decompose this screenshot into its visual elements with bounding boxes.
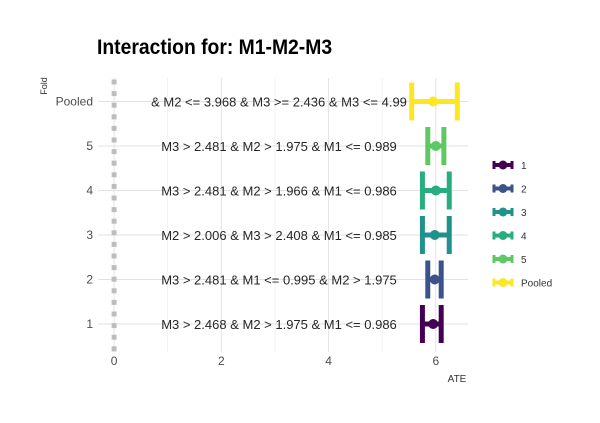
reference-line-dash bbox=[111, 91, 117, 97]
reference-line-dash bbox=[111, 253, 117, 259]
reference-line-dash bbox=[111, 149, 117, 155]
reference-line-dash bbox=[111, 102, 117, 108]
x-tick-label: 0 bbox=[111, 354, 118, 368]
reference-line-dash bbox=[111, 334, 117, 340]
legend-key-point bbox=[498, 160, 508, 170]
reference-line-dash bbox=[111, 172, 117, 178]
legend-key-point bbox=[498, 207, 508, 217]
legend-label: Pooled bbox=[521, 279, 552, 290]
rule-label: M3 > 2.468 & M2 > 1.975 & M1 <= 0.986 bbox=[161, 317, 397, 332]
legend-label: 1 bbox=[521, 161, 527, 172]
legend-key-point bbox=[498, 278, 508, 287]
y-tick-label: 3 bbox=[86, 228, 93, 242]
point-estimate bbox=[430, 141, 441, 151]
point-estimate bbox=[428, 319, 439, 329]
legend-label: 2 bbox=[521, 185, 527, 196]
x-tick-label: 4 bbox=[325, 354, 332, 368]
legend-key-point bbox=[498, 254, 508, 264]
reference-line-dash bbox=[111, 160, 117, 166]
point-estimate bbox=[430, 185, 441, 196]
reference-line-dash bbox=[111, 195, 117, 201]
reference-line-dash bbox=[111, 218, 117, 224]
legend-label: 5 bbox=[521, 255, 527, 266]
y-tick-label: Pooled bbox=[56, 95, 93, 109]
reference-line-dash bbox=[111, 207, 117, 213]
reference-line-dash bbox=[111, 125, 117, 131]
legend-key-point bbox=[498, 184, 508, 193]
legend-label: 4 bbox=[521, 232, 527, 243]
rule-label: M3 > 2.481 & M2 > 1.966 & M1 <= 0.986 bbox=[161, 184, 397, 199]
reference-line-dash bbox=[111, 137, 117, 143]
reference-line-dash bbox=[111, 311, 117, 317]
point-estimate bbox=[429, 230, 440, 240]
reference-line-dash bbox=[111, 276, 117, 282]
rule-label: M3 > 2.481 & M1 <= 0.995 & M2 > 1.975 bbox=[161, 273, 397, 288]
rule-label: M2 > 2.006 & M3 > 2.408 & M1 <= 0.985 bbox=[161, 228, 397, 243]
rule-label: & M2 <= 3.968 & M3 >= 2.436 & M3 <= 4.99 bbox=[151, 95, 407, 110]
y-tick-label: 1 bbox=[86, 317, 93, 331]
reference-line-dash bbox=[111, 114, 117, 120]
reference-line-dash bbox=[111, 288, 117, 294]
point-estimate bbox=[428, 96, 439, 107]
y-axis-label: Fold bbox=[39, 77, 49, 95]
reference-line-dash bbox=[111, 346, 117, 352]
legend-key-point bbox=[498, 231, 508, 240]
y-tick-label: 2 bbox=[86, 273, 93, 287]
reference-line-dash bbox=[111, 299, 117, 305]
y-tick-label: 4 bbox=[86, 184, 93, 198]
reference-line-dash bbox=[111, 79, 117, 85]
chart-title: Interaction for: M1-M2-M3 bbox=[97, 36, 333, 59]
legend-label: 3 bbox=[521, 208, 527, 219]
y-tick-label: 5 bbox=[86, 139, 93, 153]
reference-line-dash bbox=[111, 183, 117, 189]
x-axis-label: ATE bbox=[448, 374, 467, 385]
x-tick-label: 6 bbox=[432, 354, 439, 368]
x-tick-label: 2 bbox=[218, 354, 225, 368]
reference-line-dash bbox=[111, 241, 117, 247]
reference-line-dash bbox=[111, 230, 117, 236]
reference-line-dash bbox=[111, 265, 117, 271]
rule-label: M3 > 2.481 & M2 > 1.975 & M1 <= 0.989 bbox=[161, 139, 397, 154]
reference-line-dash bbox=[111, 323, 117, 329]
point-estimate bbox=[429, 274, 440, 285]
